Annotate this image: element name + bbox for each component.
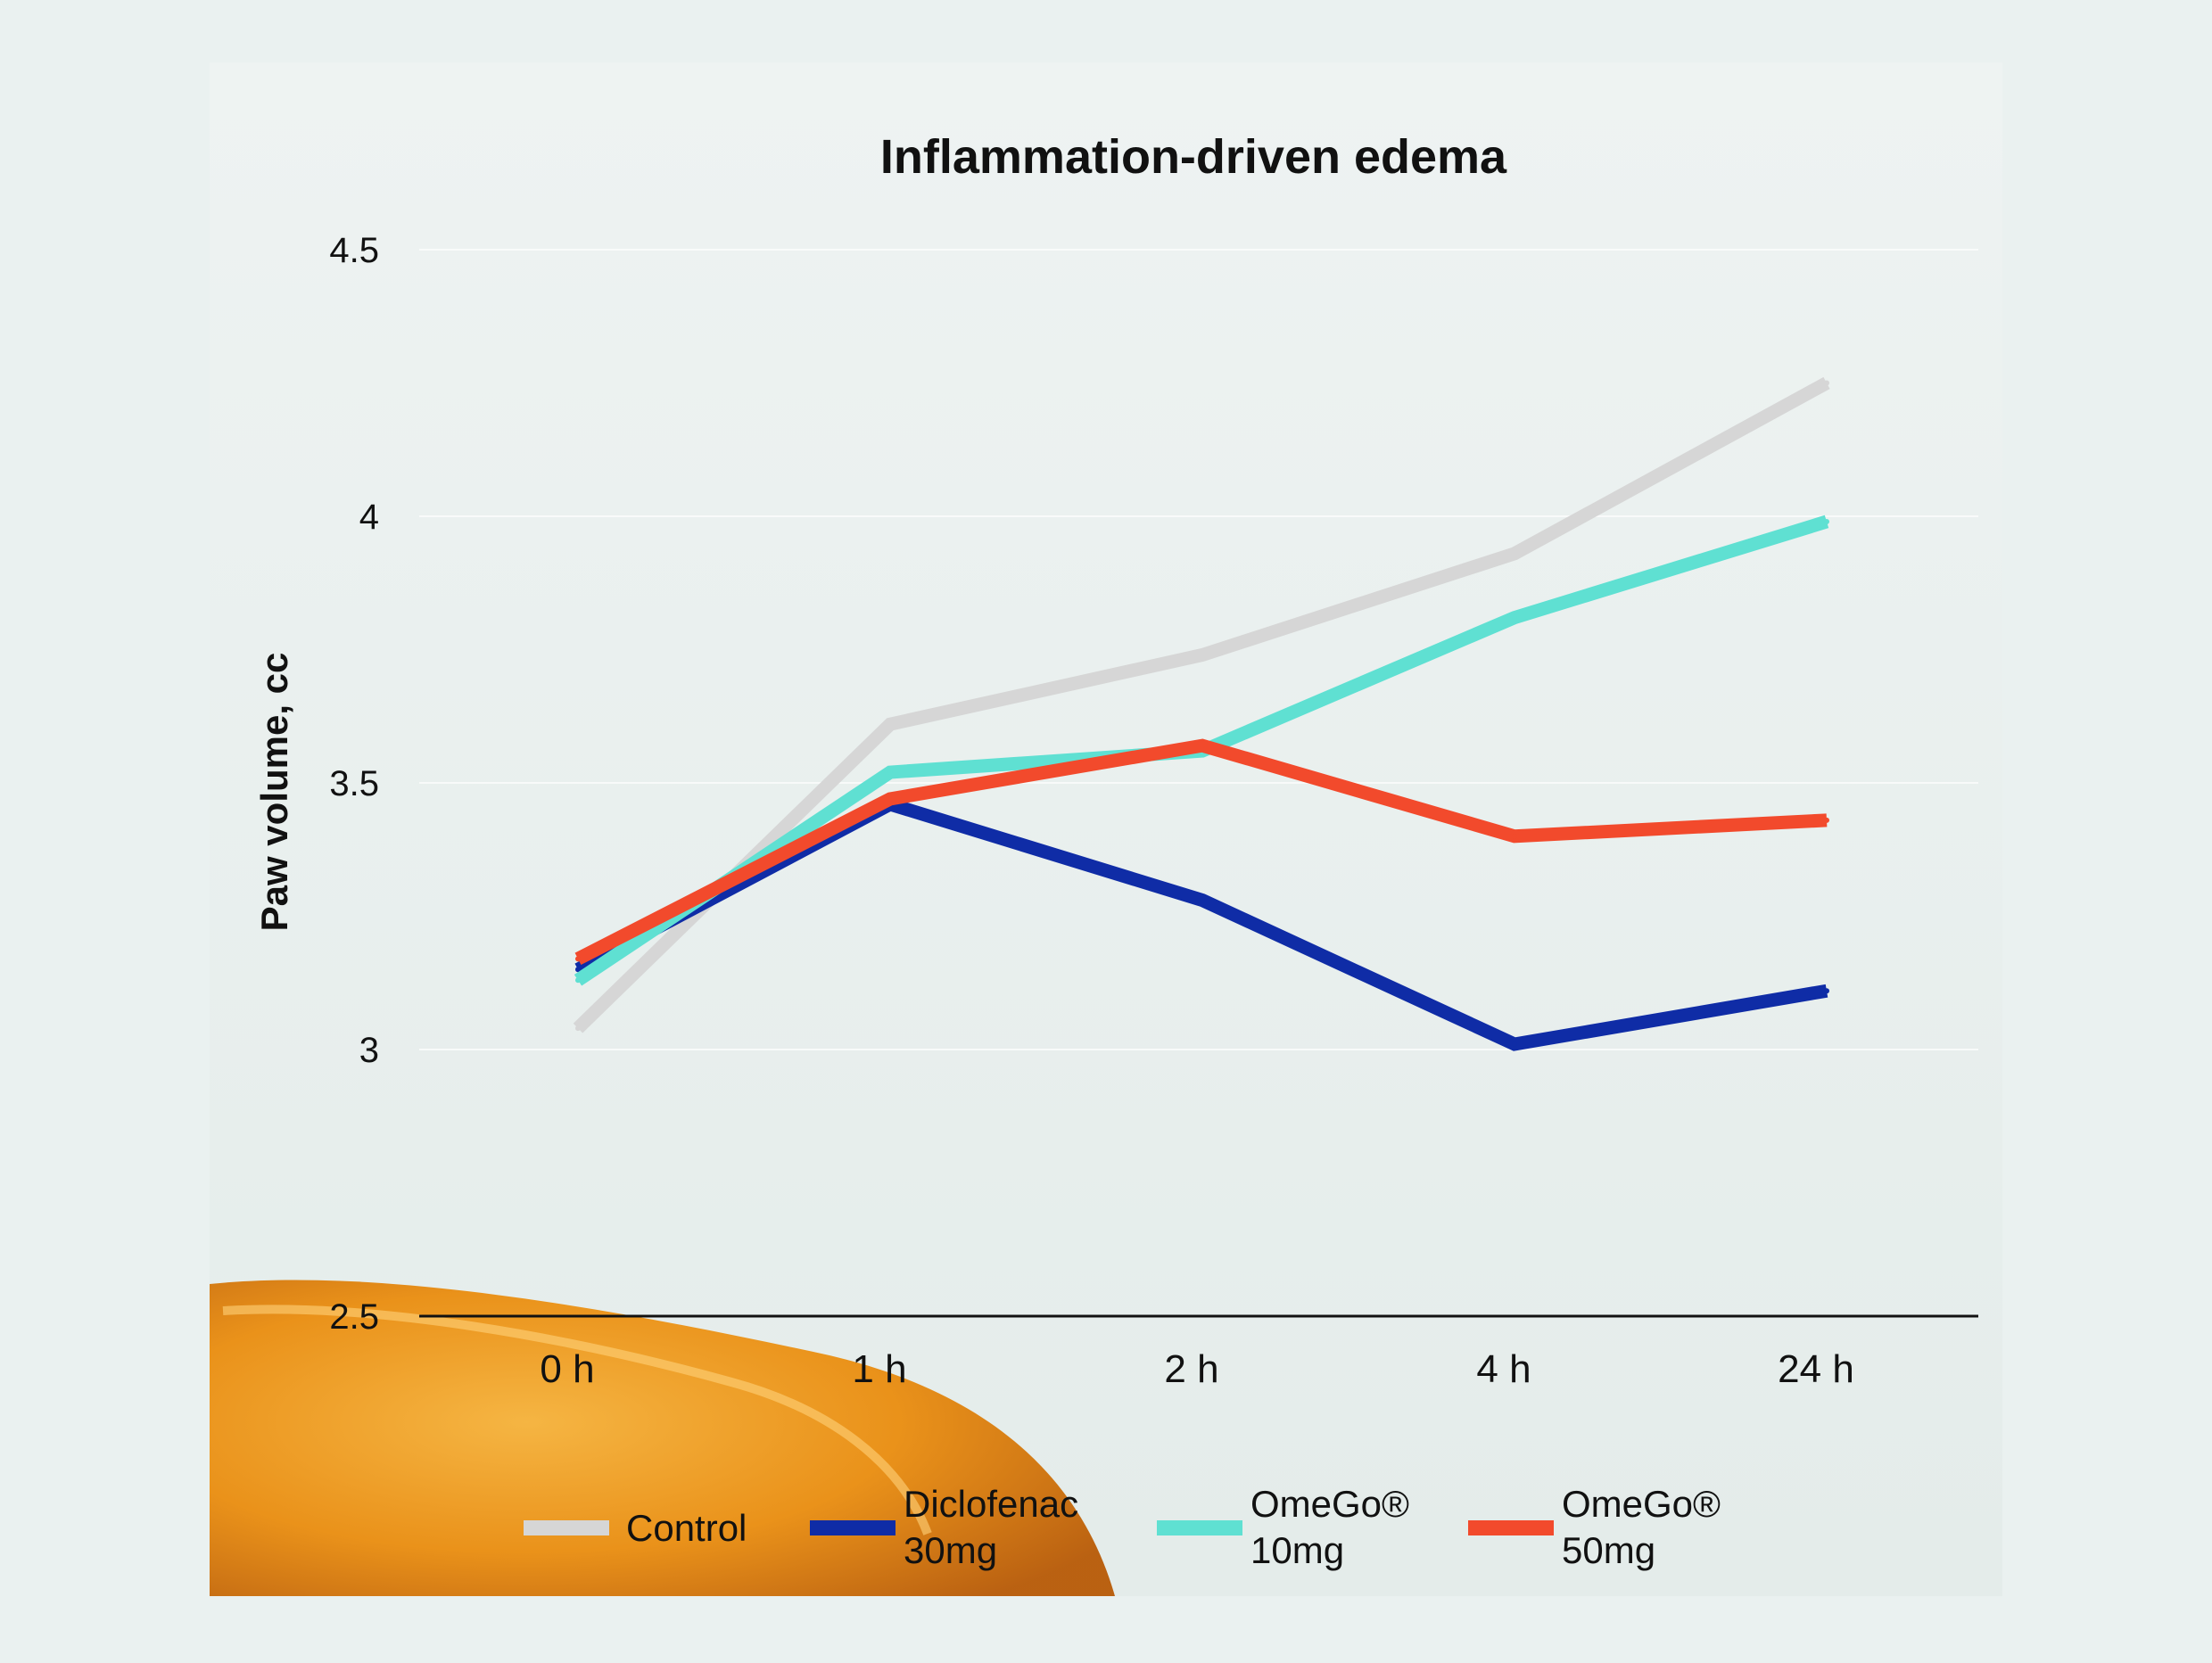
data-point [1824,380,1829,386]
y-tick-label: 4.5 [329,231,379,270]
legend-label: 10mg [1250,1529,1344,1571]
x-tick-label: 4 h [1476,1347,1531,1391]
legend-label: Diclofenac [904,1483,1078,1525]
data-point [887,721,893,728]
y-tick-label: 3 [359,1031,379,1070]
oil-capsule-highlight [222,1305,932,1535]
y-tick-label: 4 [359,498,379,537]
legend-label: 30mg [904,1529,997,1571]
y-tick-label: 3.5 [329,764,379,803]
series-lines [573,376,1830,1051]
legend: ControlDiclofenac30mgOmeGo®10mgOmeGo®50m… [524,1483,1721,1571]
y-tick-labels: 2.5 3 3.5 4 4.5 [329,231,379,1337]
legend-swatch [1157,1520,1242,1535]
legend-label: OmeGo® [1562,1483,1721,1525]
data-point [1512,833,1517,839]
x-tick-label: 2 h [1164,1347,1218,1391]
x-tick-labels: 0 h 1 h 2 h 4 h 24 h [540,1347,1853,1391]
data-point [1200,652,1205,658]
data-point [1200,743,1205,749]
oil-capsule-image [210,1280,1115,1596]
data-point [575,1025,581,1032]
data-point [1824,817,1829,823]
legend-label: 50mg [1562,1529,1655,1571]
data-point [1824,988,1829,994]
x-tick-label: 0 h [540,1347,594,1391]
data-point [1512,1041,1517,1048]
y-axis-label: Paw volume, cc [253,653,295,932]
legend-label: OmeGo® [1250,1483,1409,1525]
y-tick-label: 2.5 [329,1297,379,1337]
data-point [887,770,893,776]
legend-swatch [810,1520,896,1535]
data-point [575,967,581,973]
gridlines [419,249,1978,1050]
data-point [575,977,581,984]
legend-label: Control [626,1507,747,1549]
data-point [1512,614,1517,621]
data-point [1200,897,1205,903]
legend-swatch [1468,1520,1554,1535]
x-tick-label: 24 h [1778,1347,1854,1391]
legend-swatch [524,1520,609,1535]
data-point [575,956,581,962]
x-tick-label: 1 h [852,1347,906,1391]
data-point [887,795,893,802]
data-point [1512,550,1517,556]
data-point [1824,518,1829,524]
chart-title: Inflammation-driven edema [880,130,1507,184]
